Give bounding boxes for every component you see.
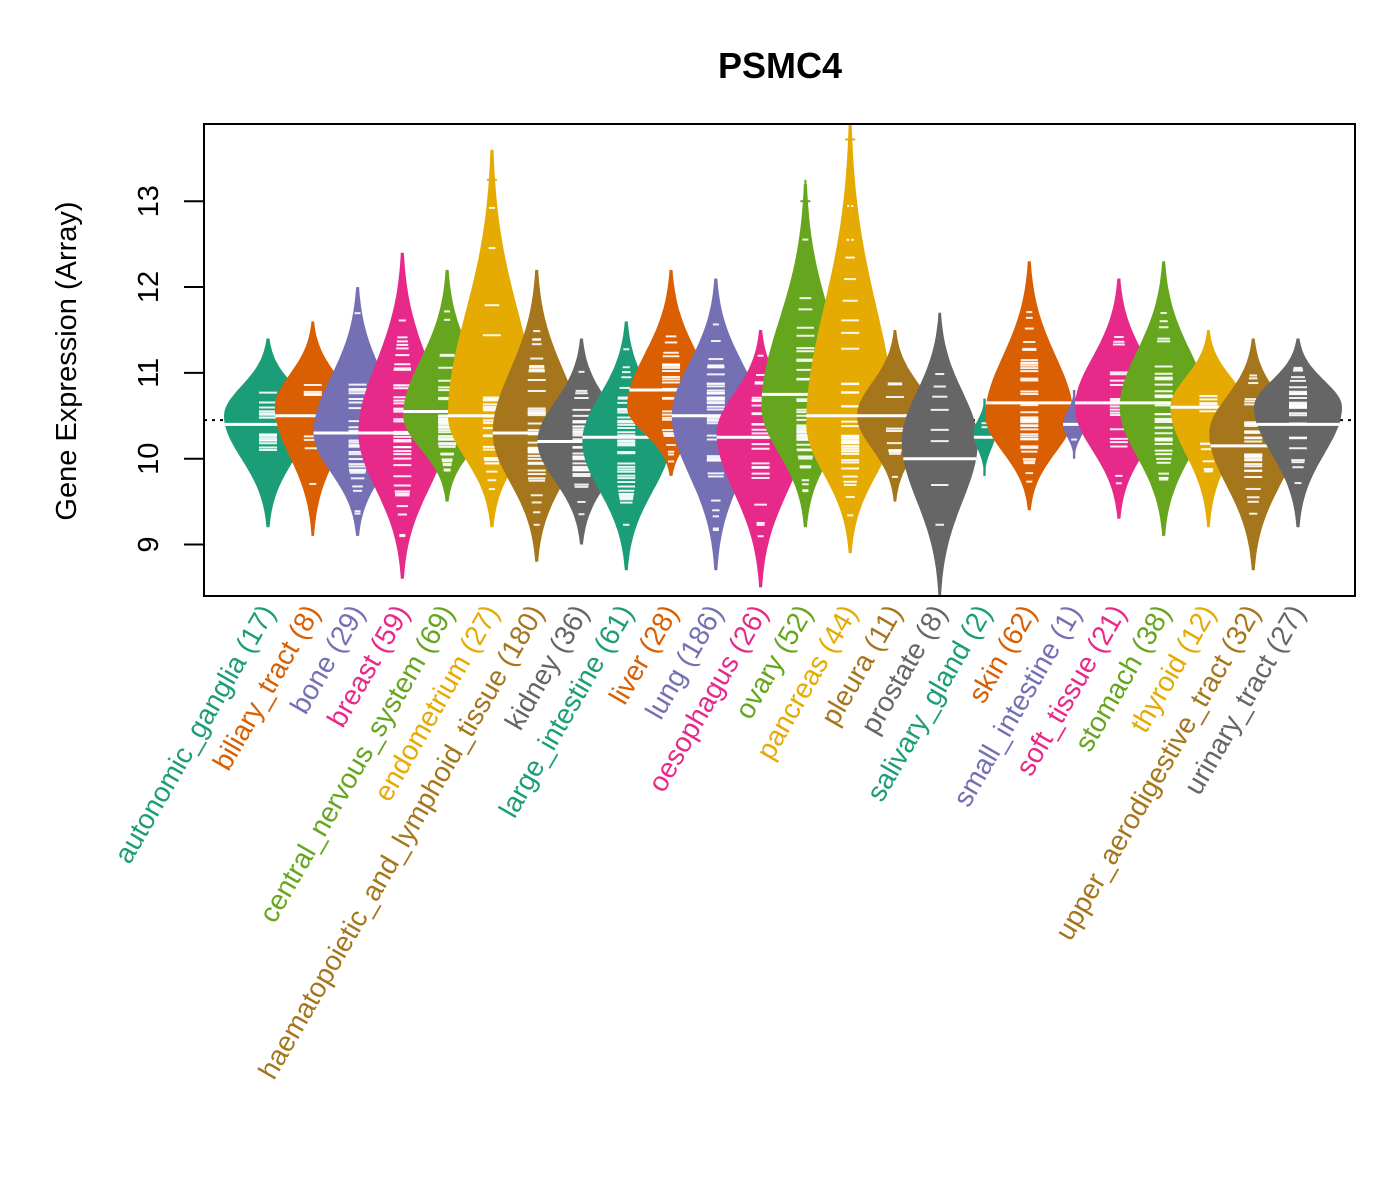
violin-body xyxy=(1254,338,1342,528)
violin-body xyxy=(1119,261,1208,536)
violin-body xyxy=(671,278,760,571)
y-axis-label: Gene Expression (Array) xyxy=(51,201,83,520)
y-tick-label: 11 xyxy=(133,358,165,388)
plot-frame xyxy=(203,123,1356,597)
y-axis: 9 10 11 12 13 xyxy=(133,185,204,553)
violin-large_intestine xyxy=(582,321,671,571)
y-tick-label: 9 xyxy=(133,536,165,552)
violin-body xyxy=(985,261,1074,511)
x-axis-labels: autonomic_ganglia (17)biliary_tract (8)b… xyxy=(108,600,1311,1085)
violin-body xyxy=(1170,330,1247,528)
plot-area xyxy=(204,124,1355,596)
y-tick-label: 13 xyxy=(133,185,165,217)
chart-title: PSMC4 xyxy=(718,45,842,86)
violin-breast xyxy=(358,252,447,579)
violin-skin xyxy=(985,261,1074,511)
violin-prostate xyxy=(901,312,978,596)
y-tick-label: 10 xyxy=(133,443,165,475)
violin-urinary_tract xyxy=(1254,338,1342,528)
violin-body xyxy=(901,312,978,596)
violin-body xyxy=(358,252,447,579)
y-tick-label: 12 xyxy=(133,271,165,303)
